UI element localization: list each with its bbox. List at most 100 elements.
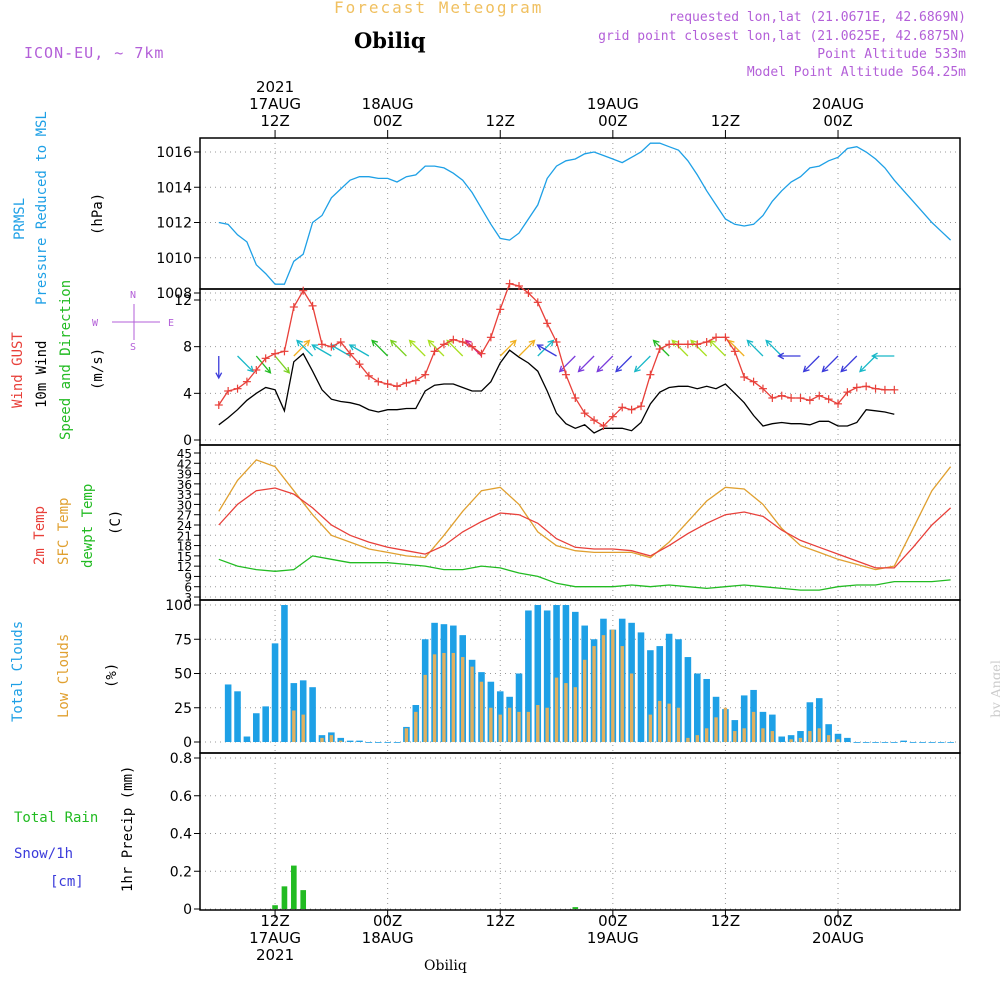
- low-cloud-bar: [629, 673, 634, 742]
- gust-marker: [787, 394, 796, 402]
- location-title: Obiliq: [354, 28, 426, 53]
- time-label: 00Z: [598, 112, 627, 130]
- y-tick-label: 18: [177, 540, 192, 554]
- gust-marker: [815, 391, 824, 400]
- low-cloud-bar: [470, 666, 474, 742]
- rain-bar: [572, 907, 579, 909]
- compass-e: E: [168, 318, 175, 329]
- gust-marker: [271, 349, 280, 358]
- gust-marker: [571, 394, 580, 402]
- gridpoint-coords: grid point closest lon,lat (21.0625E, 42…: [598, 29, 966, 44]
- total-cloud-bar: [525, 610, 532, 742]
- wind-arrow-head: [596, 365, 604, 373]
- gust-marker: [749, 377, 758, 386]
- total-cloud-bar: [806, 702, 814, 742]
- total-cloud-bar: [647, 650, 654, 742]
- wind-arrow-head: [371, 339, 379, 347]
- total-cloud-bar: [825, 724, 832, 742]
- wind-arrow-head: [859, 365, 866, 373]
- model-altitude: Model Point Altitude 564.25m: [746, 65, 966, 80]
- low-cloud-bar: [526, 711, 531, 742]
- wind-arrow: [671, 339, 689, 357]
- wind-arrow: [870, 352, 895, 360]
- wind-arrow-head: [389, 339, 397, 347]
- requested-coords: requested lon,lat (21.0671E, 42.6869N): [668, 10, 966, 25]
- y-tick-label: 0.2: [170, 864, 192, 880]
- wind-arrow: [389, 339, 407, 357]
- time-label: 00Z: [823, 912, 852, 930]
- wind-arrow: [633, 355, 651, 373]
- total-cloud-bar: [778, 736, 786, 742]
- low-cloud-bar: [714, 717, 718, 742]
- wind-arrow: [558, 355, 576, 373]
- total-cloud-bar: [759, 711, 767, 742]
- gust-marker: [834, 399, 843, 408]
- low-cloud-bar: [479, 681, 484, 742]
- gust-marker: [393, 382, 402, 391]
- time-label: 18AUG: [362, 95, 414, 113]
- gust-marker: [533, 298, 542, 307]
- low-cloud-bar: [423, 674, 427, 742]
- chart-title: Forecast Meteogram: [334, 0, 544, 17]
- y-tick-label: 42: [177, 457, 192, 471]
- low-cloud-bar: [404, 728, 409, 742]
- wind-arrow-shaft: [499, 339, 517, 357]
- low-cloud-bar: [611, 629, 615, 742]
- low-cloud-bar: [451, 652, 456, 742]
- total-cloud-bar: [684, 657, 692, 742]
- low-cloud-bar: [789, 739, 793, 742]
- gust-marker: [590, 416, 599, 425]
- low-cloud-bar: [507, 707, 512, 742]
- wind-arrow: [537, 339, 555, 357]
- wind-gust-line: [218, 282, 895, 427]
- time-label: 19AUG: [587, 929, 639, 947]
- gust-marker: [843, 388, 852, 397]
- wind-arrow-head: [777, 352, 785, 360]
- y-tick-label: 0: [183, 735, 192, 751]
- total-cloud-bar: [374, 742, 382, 743]
- time-label: 12Z: [711, 912, 740, 930]
- y-tick-label: 0.4: [170, 827, 192, 843]
- wind-arrow-shaft: [296, 339, 314, 357]
- low-cloud-bar: [442, 652, 446, 742]
- gust-marker: [439, 340, 448, 349]
- total-cloud-bar: [553, 605, 560, 742]
- model-label: ICON-EU, ~ 7km: [24, 44, 165, 62]
- y-tick-label: 39: [177, 468, 192, 482]
- y-tick-label: 3: [184, 591, 192, 605]
- compass-cross-icon: [112, 304, 160, 340]
- gust-marker: [580, 409, 589, 418]
- gust-marker: [364, 371, 373, 380]
- gust-marker: [608, 412, 617, 421]
- wind-arrow-head: [840, 365, 848, 373]
- wind-arrow-shaft: [671, 339, 689, 357]
- low-cloud-bar: [808, 731, 812, 742]
- wind-arrow-head: [870, 352, 878, 360]
- total-cloud-bar: [928, 742, 936, 743]
- gust-marker: [730, 347, 739, 356]
- wind-arrow-shaft: [596, 355, 614, 373]
- total-cloud-bar: [234, 691, 241, 742]
- gust-marker: [308, 301, 317, 310]
- wind-arrow-head: [633, 365, 641, 373]
- gust-marker: [852, 383, 861, 392]
- wind-arrow: [311, 344, 332, 357]
- gust-marker: [646, 370, 655, 379]
- low-cloud-bar: [601, 635, 606, 742]
- total-cloud-bar: [834, 733, 842, 742]
- y-tick-label: 33: [177, 488, 192, 502]
- gust-marker: [327, 342, 336, 351]
- gust-marker: [449, 335, 458, 344]
- time-label: 00Z: [373, 112, 402, 130]
- low-cloud-bar: [723, 707, 728, 742]
- gust-marker: [880, 385, 889, 394]
- wind-arrow-head: [528, 339, 536, 347]
- wind-arrow-shaft: [765, 339, 783, 357]
- gust-marker: [862, 382, 871, 391]
- y-tick-label: 1014: [156, 180, 192, 196]
- low-cloud-bar: [686, 737, 690, 742]
- gust-marker: [758, 384, 767, 393]
- wind-arrow-shaft: [803, 355, 820, 373]
- panel-4: 0 25 50 75 100: [165, 598, 961, 754]
